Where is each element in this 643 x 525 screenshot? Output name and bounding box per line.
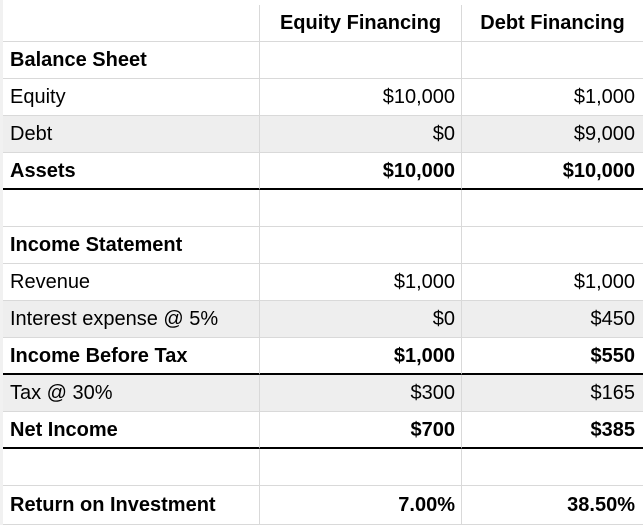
- cell-label[interactable]: Income Statement: [0, 227, 260, 264]
- cell-equity[interactable]: $0: [260, 116, 462, 153]
- cell-label[interactable]: [0, 190, 260, 227]
- row-income-statement: Income Statement: [0, 227, 643, 264]
- cell-debt[interactable]: 38.50%: [462, 486, 643, 525]
- cell-debt[interactable]: $550: [462, 338, 643, 375]
- row-tax: Tax @ 30% $300 $165: [0, 375, 643, 412]
- cell-label[interactable]: Interest expense @ 5%: [0, 301, 260, 338]
- row-revenue: Revenue $1,000 $1,000: [0, 264, 643, 301]
- cell-debt[interactable]: $165: [462, 375, 643, 412]
- cell-label[interactable]: [0, 449, 260, 486]
- cell-debt[interactable]: $10,000: [462, 153, 643, 190]
- cell-debt[interactable]: [462, 449, 643, 486]
- cell-label[interactable]: Debt: [0, 116, 260, 153]
- cell-debt[interactable]: [462, 42, 643, 79]
- cell-debt[interactable]: $9,000: [462, 116, 643, 153]
- cell-equity[interactable]: $0: [260, 301, 462, 338]
- cell-debt[interactable]: [462, 190, 643, 227]
- row-equity: Equity $10,000 $1,000: [0, 79, 643, 116]
- cell-equity[interactable]: $1,000: [260, 338, 462, 375]
- cell-equity[interactable]: $300: [260, 375, 462, 412]
- row-assets: Assets $10,000 $10,000: [0, 153, 643, 190]
- cell-label[interactable]: Assets: [0, 153, 260, 190]
- grid-left-edge: [0, 0, 3, 525]
- cell-label[interactable]: Return on Investment: [0, 486, 260, 525]
- cell-debt[interactable]: $1,000: [462, 79, 643, 116]
- cell-debt[interactable]: [462, 227, 643, 264]
- cell-label[interactable]: Equity: [0, 79, 260, 116]
- cell-equity[interactable]: $10,000: [260, 153, 462, 190]
- row-blank: [0, 190, 643, 227]
- cell-equity[interactable]: [260, 227, 462, 264]
- cell-equity[interactable]: 7.00%: [260, 486, 462, 525]
- row-income-before-tax: Income Before Tax $1,000 $550: [0, 338, 643, 375]
- cell-label[interactable]: Income Before Tax: [0, 338, 260, 375]
- header-cell-label[interactable]: [0, 5, 260, 42]
- row-balance-sheet: Balance Sheet: [0, 42, 643, 79]
- row-net-income: Net Income $700 $385: [0, 412, 643, 449]
- cell-debt[interactable]: $1,000: [462, 264, 643, 301]
- header-row: Equity Financing Debt Financing: [0, 5, 643, 42]
- cell-label[interactable]: Balance Sheet: [0, 42, 260, 79]
- cell-label[interactable]: Net Income: [0, 412, 260, 449]
- row-blank: [0, 449, 643, 486]
- cell-debt[interactable]: $385: [462, 412, 643, 449]
- cell-equity[interactable]: [260, 42, 462, 79]
- row-interest-expense: Interest expense @ 5% $0 $450: [0, 301, 643, 338]
- cell-debt[interactable]: $450: [462, 301, 643, 338]
- row-return-on-investment: Return on Investment 7.00% 38.50%: [0, 486, 643, 525]
- cell-equity[interactable]: [260, 449, 462, 486]
- header-equity-financing[interactable]: Equity Financing: [260, 5, 462, 42]
- cell-equity[interactable]: $1,000: [260, 264, 462, 301]
- row-debt: Debt $0 $9,000: [0, 116, 643, 153]
- cell-label[interactable]: Revenue: [0, 264, 260, 301]
- cell-equity[interactable]: $10,000: [260, 79, 462, 116]
- cell-equity[interactable]: [260, 190, 462, 227]
- cell-label[interactable]: Tax @ 30%: [0, 375, 260, 412]
- cell-equity[interactable]: $700: [260, 412, 462, 449]
- header-debt-financing[interactable]: Debt Financing: [462, 5, 643, 42]
